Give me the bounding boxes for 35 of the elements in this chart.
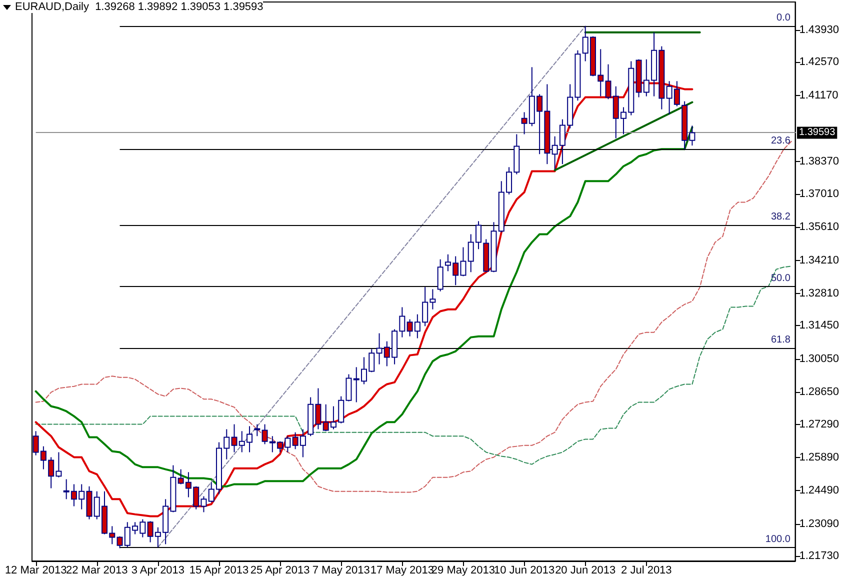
ref-line-label: 1.39593: [799, 127, 836, 138]
x-tick-label: 12 Mar 2013: [4, 564, 67, 576]
y-tick-label: 1.34210: [799, 254, 840, 266]
y-tick-label: 1.38370: [799, 156, 840, 168]
x-tick-label: 10 Jun 2013: [494, 564, 555, 576]
y-tick-label: 1.37010: [799, 188, 840, 200]
x-tick-label: 17 May 2013: [370, 564, 434, 576]
annotation: 38.2: [770, 212, 791, 223]
y-tick-label: 1.30050: [799, 352, 840, 365]
x-tick-label: 15 Apr 2013: [189, 564, 249, 576]
annotation: 23.6: [770, 136, 791, 147]
y-tick-label: 1.21730: [799, 550, 840, 562]
x-tick-label: 2 Jul 2013: [621, 564, 672, 576]
x-tick-label: 7 May 2013: [312, 564, 370, 576]
y-tick-label: 1.25890: [799, 451, 840, 464]
x-tick-label: 25 Apr 2013: [250, 564, 310, 576]
annotation: 100.0: [765, 534, 791, 545]
annotation: 0.0: [776, 12, 791, 24]
y-tick-label: 1.35610: [799, 221, 840, 234]
y-tick-label: 1.31450: [799, 320, 840, 332]
x-tick-label: 29 May 2013: [431, 564, 496, 576]
y-tick-label: 1.32810: [799, 287, 840, 300]
x-tick-label: 20 Jun 2013: [555, 564, 616, 576]
y-tick-label: 1.24490: [799, 484, 840, 497]
annotation: 61.8: [770, 334, 791, 346]
annotation: 50.0: [770, 273, 791, 284]
x-tick-label: 3 Apr 2013: [131, 564, 185, 576]
y-tick-label: 1.23090: [799, 518, 840, 530]
x-tick-label: 22 Mar 2013: [66, 564, 128, 576]
chart-title: EURAUD,Daily 1.39268 1.39892 1.39053 1.39593: [15, 1, 264, 13]
y-tick-label: 1.43930: [799, 24, 840, 36]
y-tick-label: 1.27290: [799, 418, 840, 430]
y-tick-label: 1.42570: [799, 56, 840, 68]
y-tick-label: 1.28650: [799, 386, 840, 398]
y-tick-label: 1.41170: [799, 89, 838, 102]
